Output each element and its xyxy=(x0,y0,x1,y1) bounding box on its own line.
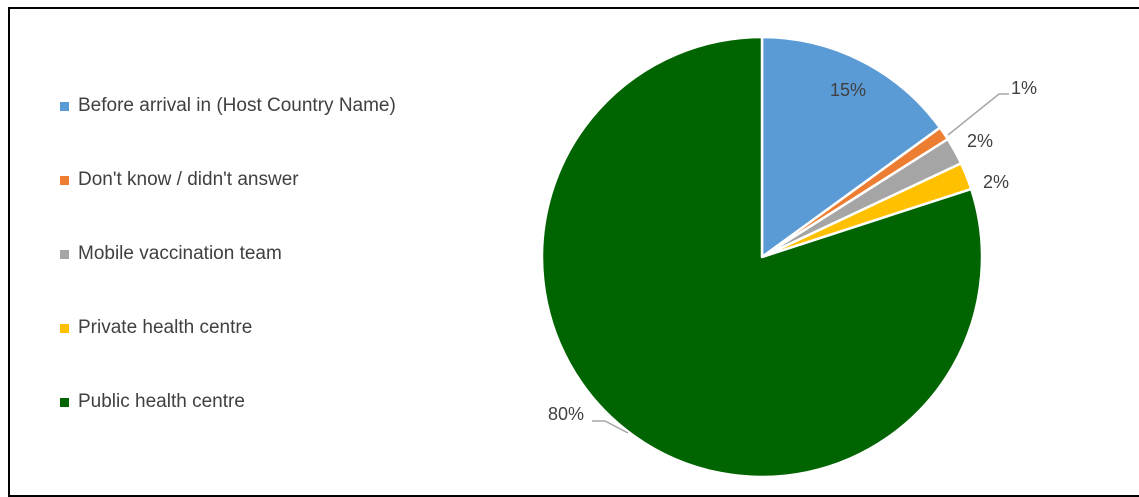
legend-label-dont-know: Don't know / didn't answer xyxy=(78,169,299,190)
data-label-dont-know: 1% xyxy=(1011,78,1037,98)
legend-item-mobile-team: Mobile vaccination team xyxy=(60,242,282,266)
data-label-public-centre: 80% xyxy=(548,404,584,424)
legend-swatch-private-centre xyxy=(60,323,69,333)
leader-line-public-centre xyxy=(592,420,629,434)
legend-label-mobile-team: Mobile vaccination team xyxy=(78,243,282,264)
legend-swatch-before-arrival xyxy=(60,101,69,111)
data-label-private-centre: 2% xyxy=(983,172,1009,192)
legend-label-before-arrival: Before arrival in (Host Country Name) xyxy=(78,95,396,116)
legend-swatch-mobile-team xyxy=(60,249,69,259)
legend-swatch-public-centre xyxy=(60,397,69,407)
leader-line-dont-know xyxy=(947,93,1009,136)
legend-label-public-centre: Public health centre xyxy=(78,391,245,412)
legend-item-private-centre: Private health centre xyxy=(60,316,252,340)
legend-item-dont-know: Don't know / didn't answer xyxy=(60,168,299,192)
legend-item-public-centre: Public health centre xyxy=(60,390,245,414)
data-label-before-arrival: 15% xyxy=(830,80,866,100)
legend-item-before-arrival: Before arrival in (Host Country Name) xyxy=(60,94,396,118)
pie-slice-before-arrival xyxy=(760,35,942,259)
legend-swatch-dont-know xyxy=(60,175,69,185)
data-label-mobile-team: 2% xyxy=(967,131,993,151)
legend-label-private-centre: Private health centre xyxy=(78,317,253,338)
pie-slice-public-centre xyxy=(540,35,984,479)
pie-chart: 15% 1% 2% 2% 80% xyxy=(540,35,1037,479)
